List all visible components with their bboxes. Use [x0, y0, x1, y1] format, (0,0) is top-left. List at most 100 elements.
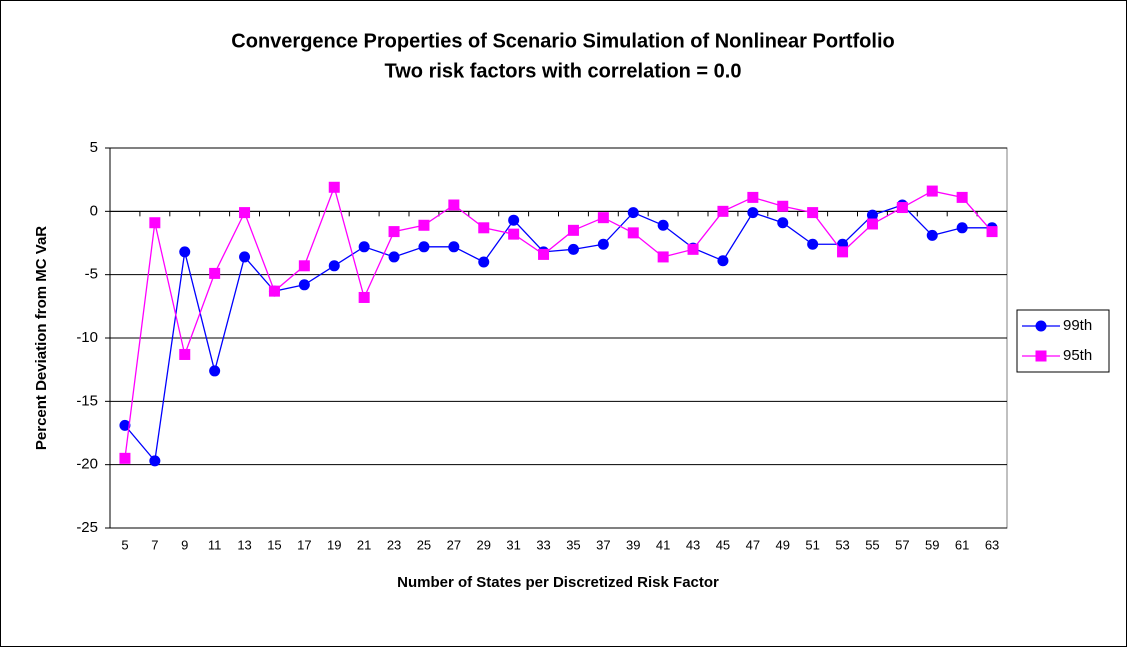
- x-tick-label: 63: [985, 537, 999, 552]
- x-tick-label: 35: [566, 537, 580, 552]
- data-point: [777, 217, 789, 229]
- y-tick-label: -15: [76, 392, 98, 409]
- legend-label: 99th: [1063, 317, 1092, 334]
- data-point: [358, 241, 370, 253]
- data-point: [956, 222, 968, 234]
- x-tick-label: 61: [955, 537, 969, 552]
- data-point: [657, 251, 669, 263]
- y-tick-label: -5: [85, 266, 98, 283]
- data-point: [179, 246, 191, 258]
- data-point: [298, 260, 310, 272]
- x-tick-label: 11: [208, 537, 222, 552]
- data-point: [717, 205, 729, 217]
- data-point: [807, 207, 819, 219]
- data-point: [567, 224, 579, 236]
- data-point: [149, 217, 161, 229]
- data-point: [239, 251, 251, 263]
- data-point: [328, 181, 340, 193]
- series-line: [124, 204, 993, 463]
- y-tick-label: -20: [76, 456, 98, 473]
- data-point: [388, 226, 400, 238]
- data-point: [926, 185, 938, 197]
- data-point: [478, 256, 490, 268]
- data-point: [866, 218, 878, 230]
- legend-marker: [1035, 320, 1047, 332]
- data-point: [268, 285, 280, 297]
- data-point: [418, 241, 430, 253]
- data-point: [448, 241, 460, 253]
- legend-label: 95th: [1063, 347, 1092, 364]
- data-point: [149, 455, 161, 467]
- data-point: [358, 291, 370, 303]
- x-tick-label: 45: [716, 537, 730, 552]
- x-tick-label: 55: [865, 537, 879, 552]
- x-tick-label: 59: [925, 537, 939, 552]
- data-point: [478, 222, 490, 234]
- data-point: [627, 227, 639, 239]
- data-point: [747, 191, 759, 203]
- data-point: [687, 243, 699, 255]
- data-point: [328, 260, 340, 272]
- x-tick-label: 9: [181, 537, 188, 552]
- chart-subtitle: Two risk factors with correlation = 0.0: [385, 60, 742, 82]
- x-tick-label: 51: [805, 537, 819, 552]
- data-point: [956, 191, 968, 203]
- data-point: [567, 243, 579, 255]
- data-point: [298, 279, 310, 291]
- x-tick-label: 39: [626, 537, 640, 552]
- x-tick-label: 47: [746, 537, 760, 552]
- x-tick-label: 19: [327, 537, 341, 552]
- data-point: [239, 207, 251, 219]
- legend-marker: [1035, 350, 1047, 362]
- y-tick-label: -25: [76, 519, 98, 536]
- data-point: [508, 214, 520, 226]
- data-point: [597, 212, 609, 224]
- x-tick-label: 7: [151, 537, 158, 552]
- y-tick-label: 5: [90, 139, 98, 156]
- y-tick-label: 0: [90, 202, 98, 219]
- data-point: [866, 209, 878, 221]
- data-point: [777, 200, 789, 212]
- x-tick-label: 37: [596, 537, 610, 552]
- x-tick-label: 27: [447, 537, 461, 552]
- x-tick-label: 15: [267, 537, 281, 552]
- y-tick-label: -10: [76, 329, 98, 346]
- data-point: [597, 238, 609, 250]
- legend-box: [1016, 309, 1110, 373]
- x-tick-label: 5: [121, 537, 128, 552]
- data-point: [807, 238, 819, 250]
- data-point: [837, 246, 849, 258]
- x-tick-label: 43: [686, 537, 700, 552]
- x-axis-label: Number of States per Discretized Risk Fa…: [397, 574, 719, 591]
- x-tick-label: 21: [357, 537, 371, 552]
- x-tick-label: 49: [776, 537, 790, 552]
- x-tick-label: 13: [237, 537, 251, 552]
- data-point: [717, 255, 729, 267]
- x-tick-label: 53: [835, 537, 849, 552]
- data-point: [418, 219, 430, 231]
- x-tick-label: 17: [297, 537, 311, 552]
- data-point: [179, 348, 191, 360]
- x-tick-label: 23: [387, 537, 401, 552]
- y-axis-label: Percent Deviation from MC VaR: [33, 226, 50, 450]
- data-point: [747, 207, 759, 219]
- data-point: [627, 207, 639, 219]
- data-point: [448, 199, 460, 211]
- data-point: [119, 452, 131, 464]
- x-tick-label: 31: [506, 537, 520, 552]
- data-point: [926, 229, 938, 241]
- data-point: [508, 228, 520, 240]
- data-point: [986, 226, 998, 238]
- x-tick-label: 33: [536, 537, 550, 552]
- data-point: [119, 419, 131, 431]
- x-tick-label: 57: [895, 537, 909, 552]
- data-point: [657, 219, 669, 231]
- x-tick-label: 25: [417, 537, 431, 552]
- data-point: [538, 248, 550, 260]
- data-point: [209, 365, 221, 377]
- chart-title: Convergence Properties of Scenario Simul…: [231, 30, 894, 52]
- x-tick-label: 29: [477, 537, 491, 552]
- data-point: [388, 251, 400, 263]
- data-point: [896, 202, 908, 214]
